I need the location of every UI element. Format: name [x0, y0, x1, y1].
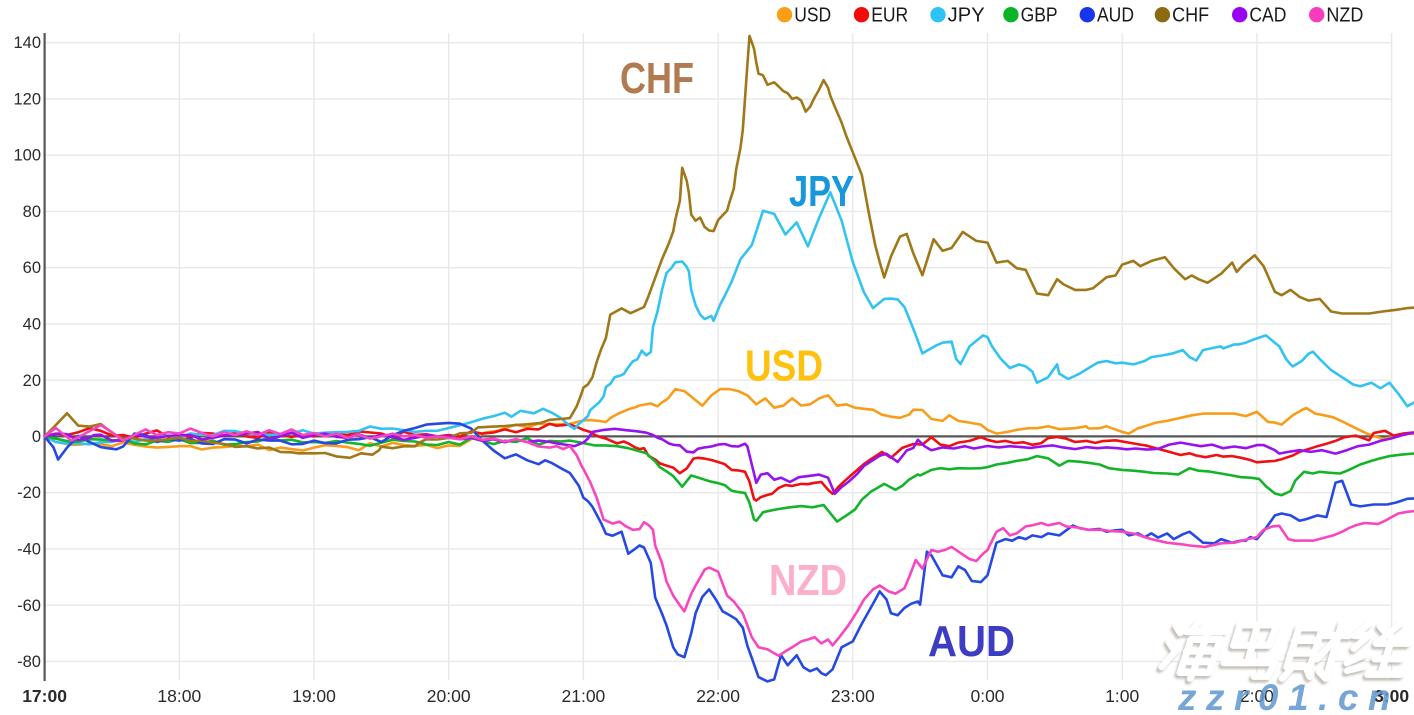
svg-text:2:00: 2:00 — [1240, 686, 1274, 706]
svg-text:-80: -80 — [17, 653, 41, 671]
svg-text:-20: -20 — [17, 484, 41, 502]
svg-text:EUR: EUR — [871, 4, 908, 26]
svg-text:60: 60 — [23, 259, 41, 277]
svg-text:21:00: 21:00 — [562, 686, 606, 706]
svg-text:CHF: CHF — [1172, 4, 1209, 26]
svg-text:-40: -40 — [17, 541, 41, 559]
svg-text:20: 20 — [23, 372, 41, 390]
svg-text:100: 100 — [13, 147, 41, 165]
svg-text:JPY: JPY — [789, 167, 854, 216]
svg-text:zzr01.cn: zzr01.cn — [1177, 677, 1400, 715]
svg-text:22:00: 22:00 — [696, 686, 740, 706]
svg-text:NZD: NZD — [1326, 4, 1363, 26]
svg-text:JPY: JPY — [948, 4, 985, 26]
svg-text:USD: USD — [794, 4, 831, 26]
svg-text:80: 80 — [23, 203, 41, 221]
svg-text:CAD: CAD — [1249, 4, 1286, 26]
svg-text:3:00: 3:00 — [1374, 686, 1409, 706]
svg-text:1:00: 1:00 — [1105, 686, 1139, 706]
svg-text:40: 40 — [23, 316, 41, 334]
svg-text:GBP: GBP — [1021, 4, 1058, 26]
svg-text:18:00: 18:00 — [157, 686, 201, 706]
svg-text:-60: -60 — [17, 597, 41, 615]
svg-text:19:00: 19:00 — [292, 686, 336, 706]
svg-text:120: 120 — [13, 91, 41, 109]
svg-text:23:00: 23:00 — [831, 686, 875, 706]
svg-text:17:00: 17:00 — [22, 686, 67, 706]
svg-text:20:00: 20:00 — [427, 686, 471, 706]
svg-text:USD: USD — [745, 342, 823, 391]
svg-text:140: 140 — [13, 34, 41, 52]
svg-text:AUD: AUD — [1097, 4, 1134, 26]
svg-text:NZD: NZD — [769, 556, 847, 605]
svg-text:0: 0 — [32, 428, 41, 446]
svg-text:CHF: CHF — [620, 54, 694, 103]
svg-text:AUD: AUD — [928, 617, 1015, 666]
svg-text:0:00: 0:00 — [970, 686, 1004, 706]
